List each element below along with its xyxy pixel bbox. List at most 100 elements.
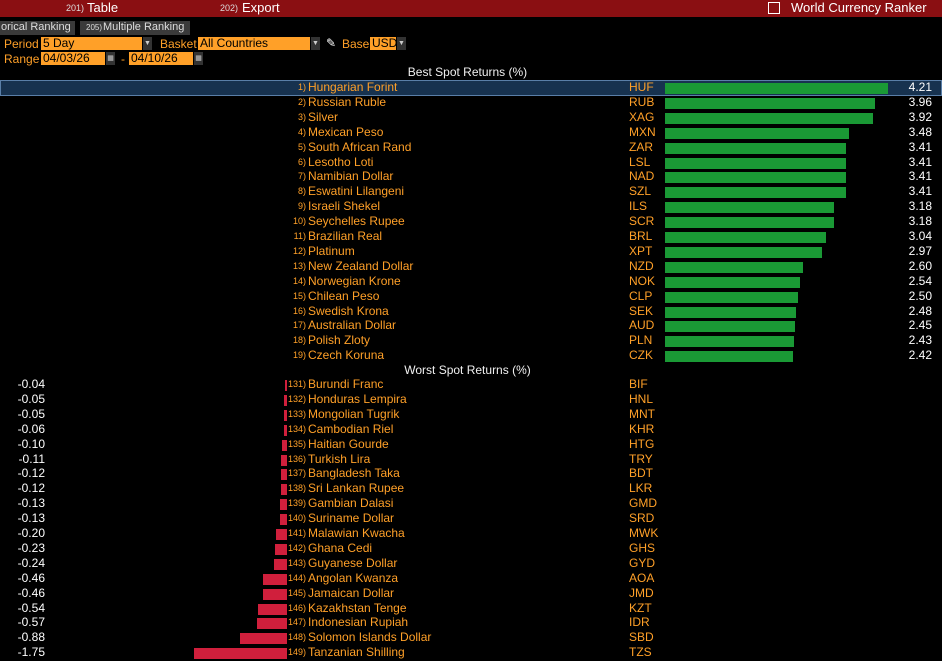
dropdown[interactable]: ▼ — [397, 37, 406, 50]
currency-name[interactable]: Gambian Dalasi — [308, 496, 394, 511]
currency-name[interactable]: Solomon Islands Dollar — [308, 630, 432, 645]
launch-icon[interactable] — [768, 2, 780, 14]
range-to[interactable]: 04/10/26 — [129, 52, 193, 65]
currency-name[interactable]: Australian Dollar — [308, 318, 397, 333]
currency-name[interactable]: Brazilian Real — [308, 229, 383, 243]
currency-name[interactable]: Czech Koruna — [308, 348, 385, 363]
currency-name[interactable]: Lesotho Loti — [308, 154, 374, 169]
currency-name[interactable]: Swedish Krona — [308, 303, 389, 318]
edit-icon[interactable]: ✎ — [326, 36, 337, 50]
currency-name[interactable]: Namibian Dollar — [308, 169, 394, 184]
currency-name[interactable]: Mexican Peso — [308, 124, 384, 139]
export-button[interactable]: Export — [242, 0, 280, 15]
basket-input[interactable]: All Countries — [198, 37, 310, 50]
currency-name[interactable]: Suriname Dollar — [308, 511, 395, 526]
rank: 134) — [287, 423, 306, 434]
currency-code: NAD — [629, 169, 655, 184]
currency-code: AUD — [629, 318, 655, 333]
rank: 135) — [287, 438, 306, 449]
rank: 142) — [287, 542, 306, 553]
button-key: 201) — [66, 3, 85, 13]
currency-code: MWK — [629, 526, 659, 540]
rank: 148) — [287, 632, 306, 643]
bar — [274, 543, 287, 555]
currency-name[interactable]: Jamaican Dollar — [308, 585, 395, 600]
bar — [256, 618, 287, 630]
rank: 2) — [297, 96, 306, 107]
bar — [280, 499, 287, 511]
currency-code: NZD — [629, 258, 654, 273]
currency-name[interactable]: Eswatini Lilangeni — [308, 184, 405, 199]
currency-code: IDR — [629, 615, 650, 630]
rank: 145) — [287, 587, 306, 598]
currency-name[interactable]: Norwegian Krone — [308, 273, 401, 288]
bar — [280, 514, 287, 526]
base-label: Base — [342, 37, 370, 51]
currency-name[interactable]: Mongolian Tugrik — [308, 406, 400, 421]
currency-name[interactable]: Burundi Franc — [308, 377, 384, 391]
rank: 9) — [297, 201, 306, 212]
bar — [194, 648, 287, 660]
currency-name[interactable]: Sri Lankan Rupee — [308, 481, 405, 496]
tab[interactable]: 205) Multiple Ranking — [80, 21, 190, 35]
currency-name[interactable]: Cambodian Riel — [308, 421, 394, 436]
currency-name[interactable]: Guyanese Dollar — [308, 555, 398, 570]
period-input[interactable]: 5 Day — [41, 37, 142, 50]
rank: 5) — [297, 141, 306, 152]
bar — [665, 276, 800, 288]
rank: 4) — [297, 126, 306, 137]
currency-name[interactable]: Haitian Gourde — [308, 436, 389, 451]
currency-code: SRD — [629, 511, 655, 526]
currency-name[interactable]: Seychelles Rupee — [308, 214, 405, 229]
currency-name[interactable]: Turkish Lira — [308, 451, 371, 466]
currency-name[interactable]: Silver — [308, 109, 339, 124]
currency-name[interactable]: South African Rand — [308, 139, 412, 154]
currency-name[interactable]: Angolan Kwanza — [308, 570, 399, 585]
value: 3.41 — [908, 184, 932, 199]
tab[interactable]: orical Ranking — [0, 21, 75, 35]
range-from[interactable]: 04/03/26 — [41, 52, 105, 65]
table-button[interactable]: Table — [87, 0, 119, 15]
currency-name[interactable]: Malawian Kwacha — [308, 526, 405, 540]
currency-code: KHR — [629, 421, 655, 436]
currency-name[interactable]: New Zealand Dollar — [308, 258, 414, 273]
currency-code: TZS — [629, 645, 652, 660]
value: 3.04 — [908, 229, 932, 243]
currency-name[interactable]: Chilean Peso — [308, 288, 380, 303]
currency-code: JMD — [629, 585, 654, 600]
currency-name[interactable]: Ghana Cedi — [308, 540, 373, 555]
value: -0.12 — [17, 466, 45, 481]
currency-name[interactable]: Polish Zloty — [308, 333, 371, 348]
currency-name[interactable]: Honduras Lempira — [308, 391, 407, 406]
rank: 132) — [287, 393, 306, 404]
currency-name[interactable]: Bangladesh Taka — [308, 466, 400, 481]
currency-name[interactable]: Indonesian Rupiah — [308, 615, 409, 630]
rank: 18) — [292, 335, 306, 346]
value: 3.48 — [908, 124, 932, 139]
currency-name[interactable]: Hungarian Forint — [308, 80, 398, 94]
bar — [262, 573, 287, 585]
currency-name[interactable]: Israeli Shekel — [308, 199, 381, 214]
value: 3.18 — [908, 214, 932, 229]
currency-name[interactable]: Kazakhstan Tenge — [308, 600, 407, 615]
currency-code: HTG — [629, 436, 655, 451]
currency-code: SBD — [629, 630, 654, 645]
currency-name[interactable]: Russian Ruble — [308, 94, 387, 109]
rank: 131) — [287, 379, 306, 389]
rank: 11) — [293, 231, 306, 241]
value: -0.12 — [17, 481, 45, 496]
calendar[interactable]: ▦ — [106, 52, 115, 65]
bar — [284, 380, 287, 391]
button-key: 202) — [220, 3, 239, 13]
calendar[interactable]: ▦ — [194, 52, 203, 65]
value: -0.57 — [17, 615, 45, 630]
dropdown[interactable]: ▼ — [143, 37, 152, 50]
currency-name[interactable]: Platinum — [308, 243, 355, 258]
dropdown[interactable]: ▼ — [311, 37, 320, 50]
base-input[interactable]: USD — [370, 36, 398, 50]
value: 3.41 — [908, 139, 932, 154]
tab-label: Multiple Ranking — [103, 21, 185, 33]
currency-name[interactable]: Tanzanian Shilling — [308, 645, 405, 660]
value: -0.13 — [17, 496, 45, 511]
currency-code: BDT — [629, 466, 653, 481]
